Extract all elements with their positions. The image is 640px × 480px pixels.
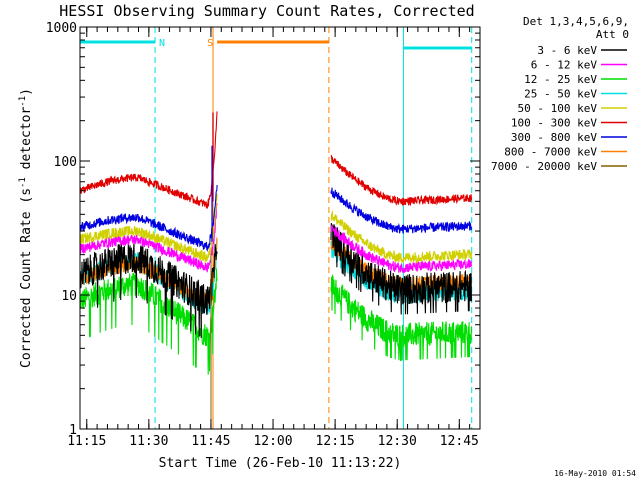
series-black <box>79 223 472 338</box>
y-tick-label-10: 10 <box>61 289 77 304</box>
x-tick-label-11:30: 11:30 <box>129 434 168 449</box>
annotation-label-S: S <box>207 38 213 49</box>
y-tick-label-1000: 1000 <box>46 21 77 36</box>
series-blue <box>79 184 472 253</box>
y-axis-label-sup2: -1 <box>18 96 28 107</box>
x-tick-label-11:45: 11:45 <box>191 434 230 449</box>
legend-label-5: 100 - 300 keV <box>511 117 597 130</box>
series-yellow-post <box>330 210 472 265</box>
axes: 1 10 100 1000 11:15 11:30 11:45 12:00 12:15 12:30… <box>46 21 481 449</box>
annotation-label-N: N <box>159 38 165 49</box>
y-axis-label-sup1: -1 <box>18 177 28 188</box>
y-axis-label-end: ) <box>19 88 34 96</box>
series-black-post <box>330 223 472 315</box>
x-tick-label-12:00: 12:00 <box>253 434 292 449</box>
series-green-post <box>330 273 472 361</box>
series-red-post <box>330 154 472 207</box>
series-green-pre <box>79 268 218 375</box>
legend-label-0: 3 - 6 keV <box>537 44 597 57</box>
legend-label-1: 6 - 12 keV <box>531 59 598 72</box>
x-axis-label: Start Time (26-Feb-10 11:13:22) <box>159 456 402 471</box>
legend-label-4: 50 - 100 keV <box>518 102 598 115</box>
series-red <box>79 111 472 210</box>
legend-label-6: 300 - 800 keV <box>511 131 597 144</box>
legend-header-line1: Det 1,3,4,5,6,9, <box>523 15 629 28</box>
series-magenta-post <box>330 225 472 273</box>
legend: Det 1,3,4,5,6,9, Att 0 3 - 6 keV 6 - 12 k… <box>491 15 629 173</box>
series-magenta-pre <box>79 203 218 273</box>
legend-header-line2: Att 0 <box>596 28 629 41</box>
series-blue-pre <box>79 184 218 253</box>
series-green <box>79 268 472 375</box>
series-yellow <box>79 193 472 265</box>
series-blue-post <box>330 187 472 234</box>
series-yellow-pre <box>79 193 218 263</box>
x-tick-label-12:45: 12:45 <box>440 434 479 449</box>
y-axis-label-main: Corrected Count Rate (s <box>19 188 34 368</box>
legend-label-2: 12 - 25 keV <box>524 73 597 86</box>
plot-frame <box>79 26 481 430</box>
x-tick-label-12:30: 12:30 <box>378 434 417 449</box>
y-tick-label-1: 1 <box>69 423 77 438</box>
y-axis-label: Corrected Count Rate (s-1 detector-1) <box>18 88 34 368</box>
legend-label-3: 25 - 50 keV <box>524 88 597 101</box>
series-magenta <box>79 203 472 273</box>
footer-date: 16-May-2010 01:54 <box>554 469 636 478</box>
series-black-pre <box>79 243 218 338</box>
y-axis-label-mid: detector <box>19 107 34 178</box>
x-tick-label-12:15: 12:15 <box>316 434 355 449</box>
chart-title: HESSI Observing Summary Count Rates, Cor… <box>59 2 474 20</box>
legend-label-7: 800 - 7000 keV <box>504 146 597 159</box>
y-tick-label-100: 100 <box>54 155 77 170</box>
legend-label-8: 7000 - 20000 keV <box>491 160 597 173</box>
series-red-pre <box>79 111 218 210</box>
x-tick-label-11:15: 11:15 <box>67 434 106 449</box>
